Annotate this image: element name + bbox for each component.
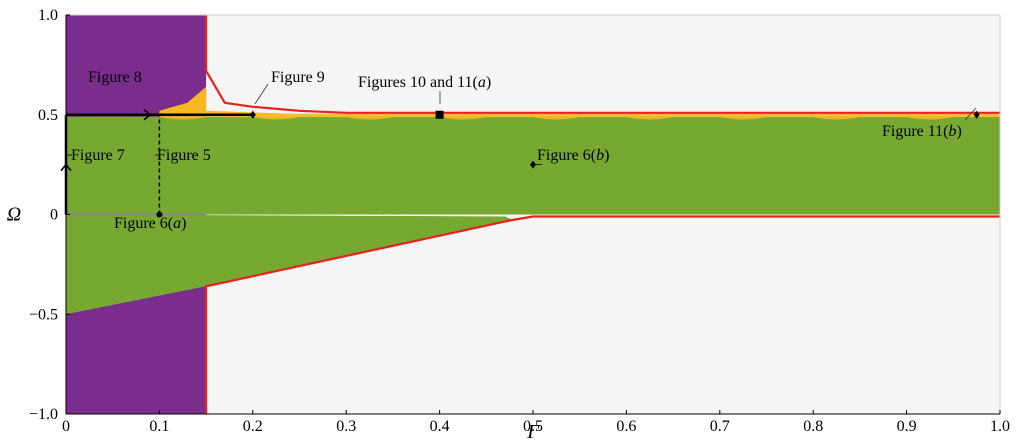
annotation-leader-1 [254,83,269,105]
boundary-layer [66,15,1000,414]
path-arrow-1 [143,109,152,121]
region-orange-strip [159,113,1000,120]
boundary-upper [205,15,1000,114]
markers-layer [156,110,980,218]
x-tick-label-8: 0.8 [803,418,823,435]
y-tick-label-0: −1.0 [29,406,58,423]
annotation-6: Figure 11(b) [882,123,962,140]
x-tick-label-10: 1.0 [990,418,1010,435]
y-tick-label-2: 0 [50,207,58,224]
annotation-5: Figure 6(b) [537,147,609,164]
x-axis-label: Γ [526,421,540,442]
annotation-labels: Figure 8 Figure 9 Figures 10 and 11(a) Figu… [66,69,977,232]
y-tick-label-3: 0.5 [38,107,58,124]
boundary-lower [205,215,1000,414]
marker-2 [435,110,444,119]
x-tick-label-1: 0.1 [149,418,169,435]
x-tick-label-7: 0.7 [710,418,730,435]
annotation-7: Figure 6(a) [114,215,186,232]
marker-3 [530,160,536,169]
x-tick-label-9: 0.9 [897,418,917,435]
x-tick-label-5: 0.5 [523,418,543,435]
x-tick-label-3: 0.3 [336,418,356,435]
axes-layer: 0 0.1 0.2 0.3 0.4 0.5 0.6 0.7 0.8 0.9 1.0 −1.0 −0.5 0… [29,7,1010,435]
x-tick-label-0: 0 [62,418,70,435]
y-tick-label-1: −0.5 [29,306,58,323]
marker-1 [249,110,256,119]
x-tick-label-4: 0.4 [430,418,450,435]
x-tick-label-6: 0.6 [616,418,636,435]
annotation-3: Figure 7 [71,147,125,164]
annotation-1: Figure 9 [271,69,325,86]
marker-0 [156,211,163,218]
x-tick-label-2: 0.2 [243,418,263,435]
region-green-wedge [66,214,515,315]
annotation-2: Figures 10 and 11(a) [358,74,491,91]
region-orange [159,86,319,115]
y-tick-label-4: 1.0 [38,7,58,24]
y-axis-label: Ω [7,204,21,226]
annotation-leader-6 [964,107,977,121]
annotation-0: Figure 8 [88,69,142,86]
annotation-4: Figure 5 [157,147,211,164]
marker-4 [973,110,980,119]
